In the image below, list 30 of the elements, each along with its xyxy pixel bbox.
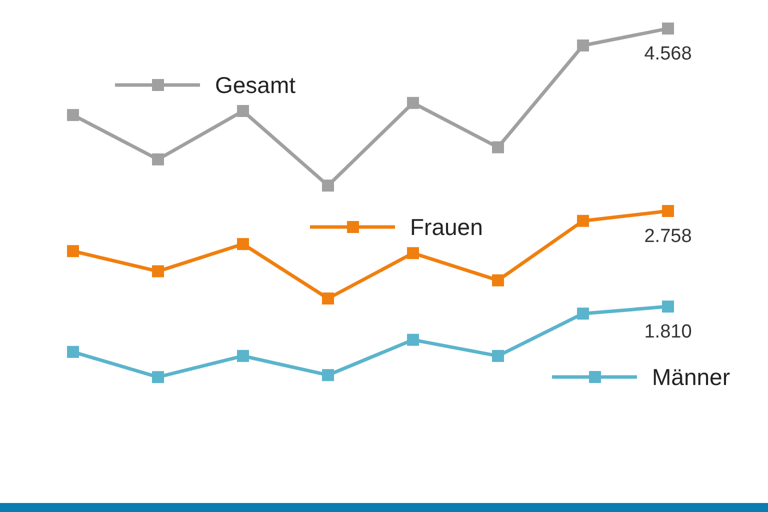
point <box>662 204 674 217</box>
legend-label: Gesamt <box>215 72 296 98</box>
point <box>152 153 164 166</box>
point <box>237 350 249 362</box>
data-label: 1.810 <box>644 322 692 343</box>
point <box>492 274 504 286</box>
point <box>492 350 504 362</box>
point <box>237 105 249 117</box>
data-label: 4.568 <box>644 44 692 65</box>
point <box>662 22 674 35</box>
point <box>492 141 504 154</box>
point <box>322 180 334 192</box>
point <box>152 265 164 278</box>
point <box>577 39 589 52</box>
point <box>407 334 419 346</box>
legend-label: Männer <box>652 364 730 390</box>
point <box>67 346 79 358</box>
point <box>662 300 674 313</box>
point <box>577 214 589 227</box>
point <box>322 292 334 304</box>
point <box>237 238 249 250</box>
point <box>407 247 419 260</box>
point <box>407 96 419 109</box>
data-label: 2.758 <box>644 226 692 247</box>
point <box>67 109 79 122</box>
point <box>152 371 164 384</box>
point <box>67 245 79 258</box>
legend-label: Frauen <box>410 214 483 240</box>
point <box>322 369 334 382</box>
point <box>577 308 589 320</box>
